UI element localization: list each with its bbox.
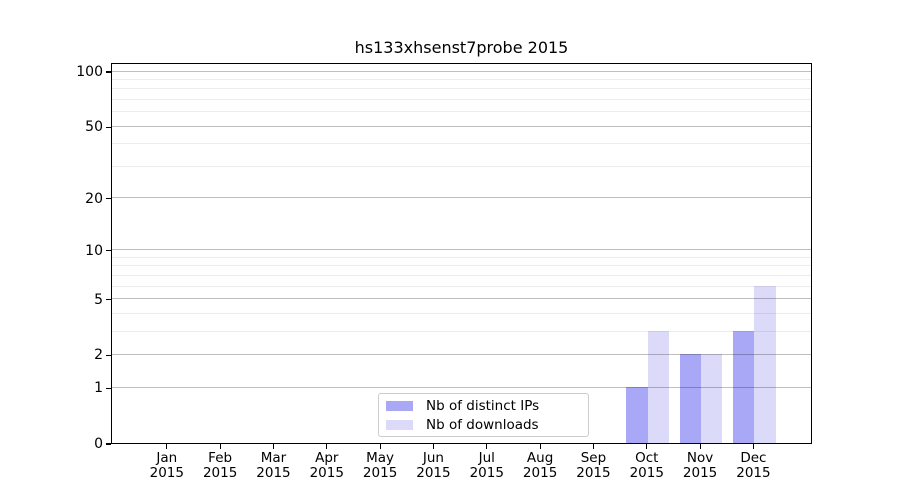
x-tick-label-jun: Jun 2015 <box>403 451 463 481</box>
x-tick-label-nov: Nov 2015 <box>670 451 730 481</box>
y-tick-label-1: 1 <box>94 380 103 397</box>
x-tick-label-jan: Jan 2015 <box>137 451 197 481</box>
month-label: Nov <box>686 450 714 466</box>
gridline-60 <box>112 111 811 113</box>
year-label: 2015 <box>362 465 398 481</box>
year-label: 2015 <box>309 465 344 481</box>
year-label: 2015 <box>522 465 558 481</box>
gridline-5 <box>112 298 811 300</box>
x-tick-label-mar: Mar 2015 <box>243 451 303 481</box>
plot-area <box>111 63 812 444</box>
x-tick-nov <box>699 444 701 449</box>
x-tick-label-oct: Oct 2015 <box>617 451 677 481</box>
legend: Nb of distinct IPs Nb of downloads <box>378 393 589 437</box>
y-tick-1 <box>106 387 111 389</box>
bar-dec-downloads <box>754 286 776 443</box>
x-tick-jun <box>432 444 435 449</box>
x-tick-aug <box>539 444 541 449</box>
month-label: Mar <box>260 450 287 466</box>
x-tick-jul <box>486 444 488 449</box>
gridline-6 <box>112 285 811 287</box>
y-tick-50 <box>106 126 111 128</box>
y-tick-2 <box>106 354 111 357</box>
y-tick-label-10: 10 <box>85 242 103 259</box>
bar-oct-downloads <box>647 331 670 443</box>
x-tick-label-may: May 2015 <box>350 451 410 481</box>
x-tick-label-sep: Sep 2015 <box>563 451 623 481</box>
y-tick-label-100: 100 <box>76 64 103 81</box>
year-label: 2015 <box>736 465 771 481</box>
gridline-3 <box>112 330 811 332</box>
gridline-70 <box>112 98 811 100</box>
x-tick-apr <box>326 444 328 449</box>
month-label: Aug <box>526 450 554 466</box>
x-tick-mar <box>272 444 275 449</box>
legend-label-downloads: Nb of downloads <box>426 416 539 433</box>
gridline-10 <box>112 249 811 251</box>
y-tick-label-20: 20 <box>85 190 103 207</box>
gridline-40 <box>112 143 811 145</box>
month-label: Jun <box>422 450 444 466</box>
y-tick-label-50: 50 <box>85 119 103 136</box>
bar-nov-distinct-ips <box>679 354 702 443</box>
gridline-8 <box>112 265 811 267</box>
legend-item-distinct-ips: Nb of distinct IPs <box>379 398 588 414</box>
month-label: Sep <box>580 450 607 466</box>
gridline-30 <box>112 165 811 167</box>
legend-swatch-distinct-ips <box>386 400 413 411</box>
gridline-4 <box>112 312 811 314</box>
year-label: 2015 <box>149 465 184 481</box>
y-tick-5 <box>106 298 111 301</box>
year-label: 2015 <box>416 465 451 481</box>
y-tick-label-5: 5 <box>94 291 103 308</box>
y-tick-10 <box>106 250 111 252</box>
x-tick-feb <box>219 444 221 449</box>
year-label: 2015 <box>202 465 238 481</box>
year-label: 2015 <box>576 465 611 481</box>
year-label: 2015 <box>256 465 291 481</box>
chart-title: hs133xhsenst7probe 2015 <box>354 38 569 57</box>
year-label: 2015 <box>629 465 664 481</box>
y-tick-20 <box>106 198 111 200</box>
y-tick-0 <box>106 443 111 445</box>
month-label: May <box>366 450 395 466</box>
y-tick-100 <box>106 71 111 73</box>
x-tick-label-aug: Aug 2015 <box>510 451 570 481</box>
y-tick-label-2: 2 <box>94 347 103 364</box>
gridline-100 <box>112 70 811 72</box>
legend-swatch-downloads <box>386 419 413 430</box>
gridline-90 <box>112 78 811 80</box>
month-label: Feb <box>208 450 233 466</box>
x-tick-label-apr: Apr 2015 <box>297 451 357 481</box>
month-label: Dec <box>740 450 767 466</box>
month-label: Apr <box>315 450 339 466</box>
bar-dec-distinct-ips <box>733 331 755 443</box>
x-tick-jan <box>166 444 168 449</box>
bar-oct-distinct-ips <box>626 387 648 443</box>
x-tick-dec <box>752 444 755 449</box>
x-tick-label-dec: Dec 2015 <box>723 451 783 481</box>
x-tick-label-jul: Jul 2015 <box>457 451 517 481</box>
gridline-9 <box>112 256 811 258</box>
year-label: 2015 <box>682 465 718 481</box>
gridline-80 <box>112 88 811 90</box>
legend-label-distinct-ips: Nb of distinct IPs <box>426 397 540 414</box>
y-tick-label-0: 0 <box>94 436 103 452</box>
year-label: 2015 <box>469 465 504 481</box>
bar-nov-downloads <box>701 354 723 443</box>
x-tick-may <box>379 444 381 449</box>
month-label: Oct <box>635 450 659 466</box>
gridline-50 <box>112 125 811 127</box>
legend-item-downloads: Nb of downloads <box>379 417 588 433</box>
gridline-20 <box>112 197 811 199</box>
x-tick-label-feb: Feb 2015 <box>190 451 250 481</box>
month-label: Jan <box>156 450 178 466</box>
gridline-7 <box>112 274 811 276</box>
month-label: Jul <box>478 450 495 466</box>
x-tick-oct <box>646 444 648 449</box>
x-tick-sep <box>592 444 595 449</box>
